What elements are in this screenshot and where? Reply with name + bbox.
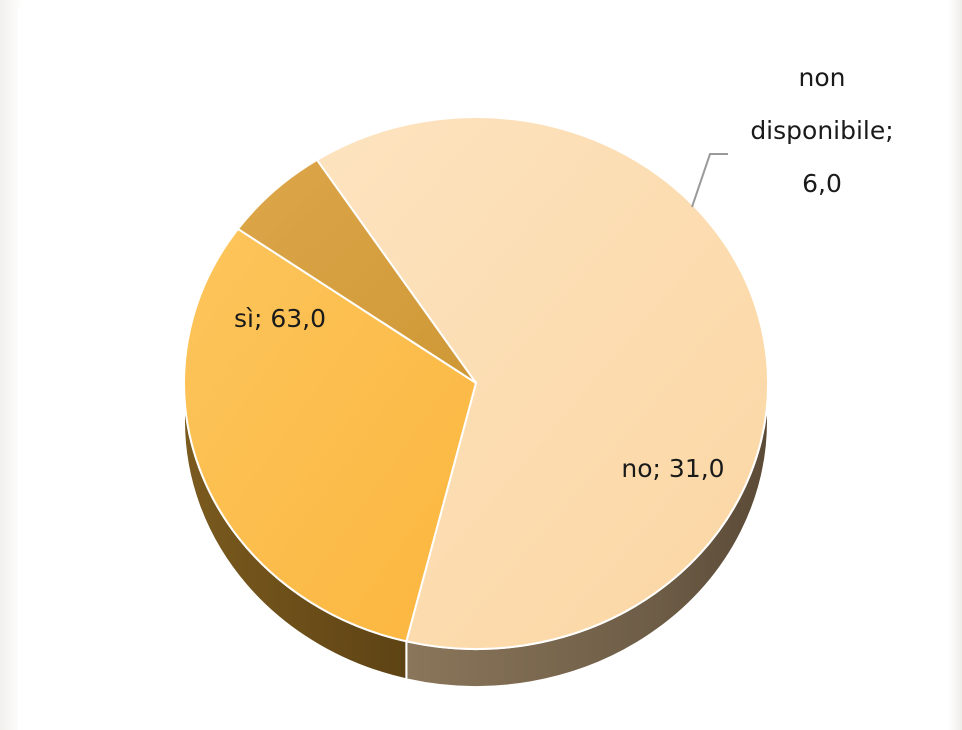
pie-slices: [184, 117, 768, 649]
pie-leader-line-nd: [692, 154, 728, 207]
pie-leader-lines: [692, 154, 728, 207]
pie-label-nd-value: 6,0: [802, 169, 842, 198]
pie-label-no: no; 31,0: [621, 454, 724, 483]
pie-label-nd-line1: non: [799, 63, 846, 92]
pie-label-si: sì; 63,0: [234, 304, 326, 333]
pie-label-nd-line2: disponibile;: [750, 116, 893, 145]
